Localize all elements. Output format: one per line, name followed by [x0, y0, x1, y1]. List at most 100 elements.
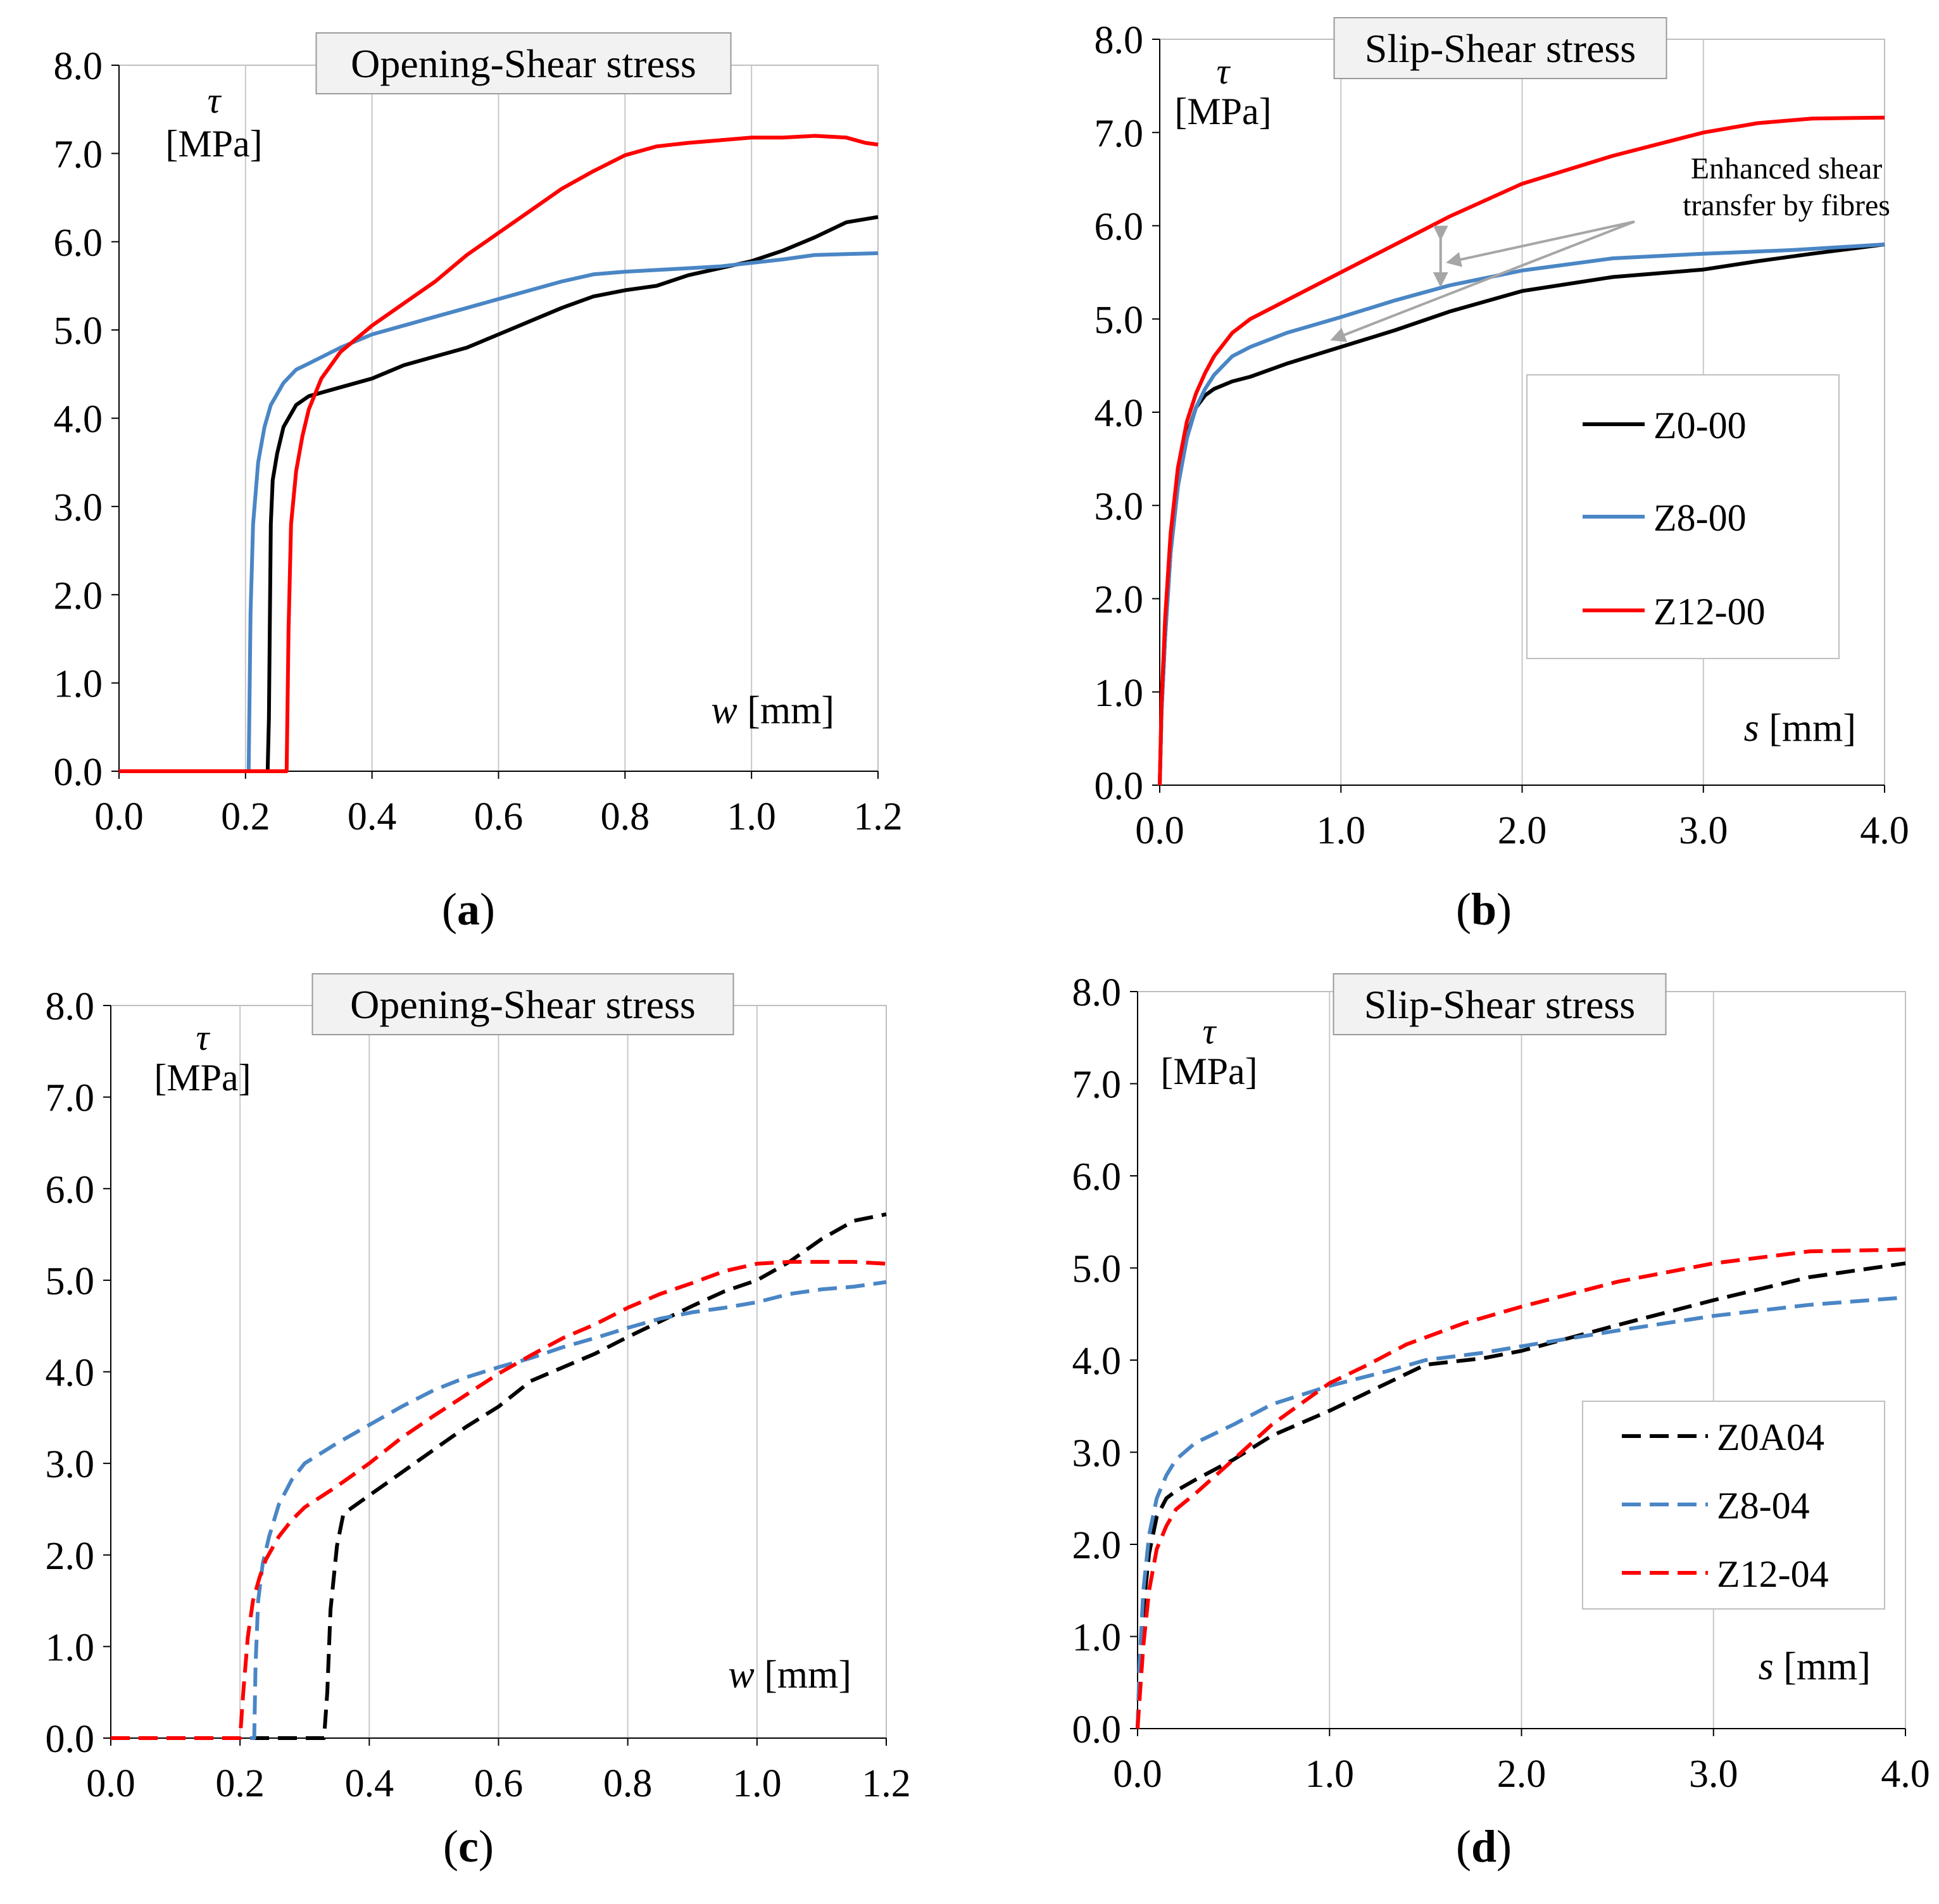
- x-axis-label: w [mm]: [711, 689, 834, 732]
- y-tick-label: 4.0: [54, 398, 103, 441]
- legend-label: Z12-04: [1717, 1553, 1829, 1595]
- y-tick-label: 7.0: [1095, 112, 1144, 155]
- x-tick-label: 1.2: [862, 1762, 911, 1805]
- y-tick-label: 8.0: [1072, 971, 1122, 1014]
- y-axis-label-symbol: τ: [208, 80, 222, 121]
- y-tick-label: 5.0: [54, 310, 103, 353]
- y-axis-label-symbol: τ: [1203, 1011, 1217, 1052]
- legend-label: Z0-00: [1653, 405, 1747, 446]
- series-line-z8-00: [119, 251, 879, 773]
- legend-label: Z12-00: [1653, 591, 1766, 633]
- series-line-z0a04: [111, 1212, 887, 1740]
- annotation-arrow: [1446, 220, 1635, 267]
- y-tick-label: 4.0: [1072, 1340, 1122, 1383]
- annotation-text: Enhanced shear: [1691, 152, 1883, 186]
- x-axis-label-symbol: w: [711, 689, 737, 732]
- panel-caption: (a): [442, 884, 495, 935]
- x-axis-label-symbol: w: [728, 1653, 754, 1696]
- y-tick-label: 4.0: [1095, 392, 1144, 435]
- legend-box: [1526, 374, 1840, 659]
- legend-label: Z8-04: [1717, 1485, 1810, 1527]
- x-axis-label: s [mm]: [1759, 1645, 1871, 1688]
- y-tick-label: 3.0: [46, 1443, 95, 1486]
- caption-letter: a: [457, 884, 480, 935]
- y-tick-label: 2.0: [46, 1535, 95, 1578]
- series-line-z12-04: [1136, 1247, 1906, 1729]
- x-tick-label: 0.0: [94, 795, 144, 838]
- y-tick-label: 3.0: [54, 486, 103, 529]
- caption-paren-open: (: [1456, 1821, 1471, 1872]
- caption-paren-close: ): [1497, 884, 1512, 935]
- panel-caption: (b): [1456, 884, 1512, 935]
- series-line-z12-00: [119, 134, 879, 773]
- x-tick-label: 0.4: [348, 795, 397, 838]
- caption-paren-close: ): [480, 884, 495, 935]
- y-tick-label: 3.0: [1095, 485, 1144, 528]
- chart-title: Slip-Shear stress: [1365, 26, 1636, 71]
- caption-paren-open: (: [443, 1821, 458, 1872]
- panel-caption: (d): [1456, 1821, 1512, 1872]
- y-tick-label: 6.0: [46, 1168, 95, 1211]
- x-tick-label: 1.2: [853, 795, 903, 838]
- x-tick-label: 0.8: [601, 795, 650, 838]
- x-tick-label: 0.0: [86, 1762, 135, 1805]
- x-axis-label-symbol: s: [1759, 1645, 1774, 1688]
- series-line-z0a04: [1136, 1261, 1906, 1729]
- x-tick-label: 1.0: [732, 1762, 782, 1805]
- x-tick-label: 0.2: [215, 1762, 265, 1805]
- y-axis-label-unit: [MPa]: [1174, 91, 1271, 132]
- y-tick-label: 0.0: [46, 1718, 95, 1761]
- y-tick-label: 1.0: [1072, 1617, 1122, 1660]
- chart-title: Opening-Shear stress: [351, 41, 696, 86]
- y-axis-label-symbol: τ: [196, 1017, 211, 1058]
- y-tick-label: 1.0: [1095, 672, 1144, 715]
- y-axis-label-symbol: τ: [1217, 51, 1231, 92]
- chart-title-box: [315, 32, 732, 94]
- y-tick-label: 2.0: [1072, 1524, 1122, 1567]
- y-axis-label-unit: [MPa]: [1160, 1050, 1257, 1092]
- y-tick-label: 3.0: [1072, 1432, 1122, 1475]
- x-tick-label: 1.0: [1305, 1753, 1355, 1796]
- y-tick-label: 0.0: [1095, 765, 1144, 808]
- series-line-z12-00: [1158, 115, 1885, 786]
- x-axis-label: s [mm]: [1744, 707, 1856, 750]
- x-tick-label: 2.0: [1498, 809, 1547, 852]
- caption-paren-close: ): [479, 1821, 494, 1872]
- legend-label: Z0A04: [1717, 1416, 1824, 1458]
- series-line-z8-04: [1136, 1296, 1906, 1729]
- x-tick-label: 1.0: [727, 795, 776, 838]
- x-axis-label: w [mm]: [728, 1653, 851, 1696]
- y-tick-label: 0.0: [1072, 1708, 1122, 1751]
- y-tick-label: 8.0: [54, 45, 103, 88]
- x-tick-label: 3.0: [1689, 1753, 1738, 1796]
- x-tick-label: 0.0: [1113, 1753, 1162, 1796]
- x-tick-label: 1.0: [1317, 809, 1366, 852]
- x-tick-label: 0.0: [1135, 809, 1184, 852]
- x-tick-label: 0.2: [221, 795, 270, 838]
- y-tick-label: 6.0: [54, 222, 103, 265]
- y-tick-label: 4.0: [46, 1352, 95, 1395]
- legend-label: Z8-00: [1653, 497, 1747, 539]
- series-line-z12-04: [111, 1259, 887, 1740]
- chart-title-box: [1333, 973, 1667, 1035]
- y-tick-label: 2.0: [1095, 579, 1144, 622]
- x-axis-label-symbol: s: [1744, 707, 1759, 750]
- y-tick-label: 5.0: [46, 1260, 95, 1303]
- x-axis-label-unit: [mm]: [755, 1653, 851, 1696]
- chart-panel-d: 0.0 1.0 2.0 3.0 4.0 0.0 1.0 2.0 3.0 4.0 5.0 6.0 7.0 8…: [1072, 971, 1930, 1872]
- chart-title-box: [311, 973, 734, 1035]
- chart-panel-c: 0.0 0.2 0.4 0.6 0.8 1.0 1.2 0.0 1.0 2.0 3.0 4.0 5.0 6…: [46, 973, 911, 1872]
- x-axis-label-unit: [mm]: [1774, 1645, 1871, 1688]
- y-tick-label: 8.0: [46, 985, 95, 1028]
- y-tick-label: 7.0: [54, 133, 103, 176]
- chart-panel-a: 0.0 0.2 0.4 0.6 0.8 1.0 1.2 0.0 1.0 2.0 3.0 4.0 5.0 6…: [54, 32, 903, 935]
- panel-caption: (c): [443, 1821, 494, 1872]
- y-axis-label-unit: [MPa]: [154, 1057, 251, 1099]
- y-tick-label: 1.0: [54, 663, 103, 706]
- caption-paren-open: (: [1456, 884, 1471, 935]
- caption-letter: b: [1471, 884, 1497, 935]
- y-axis-label-unit: [MPa]: [165, 123, 262, 165]
- x-tick-label: 4.0: [1881, 1753, 1930, 1796]
- caption-paren-open: (: [442, 884, 457, 935]
